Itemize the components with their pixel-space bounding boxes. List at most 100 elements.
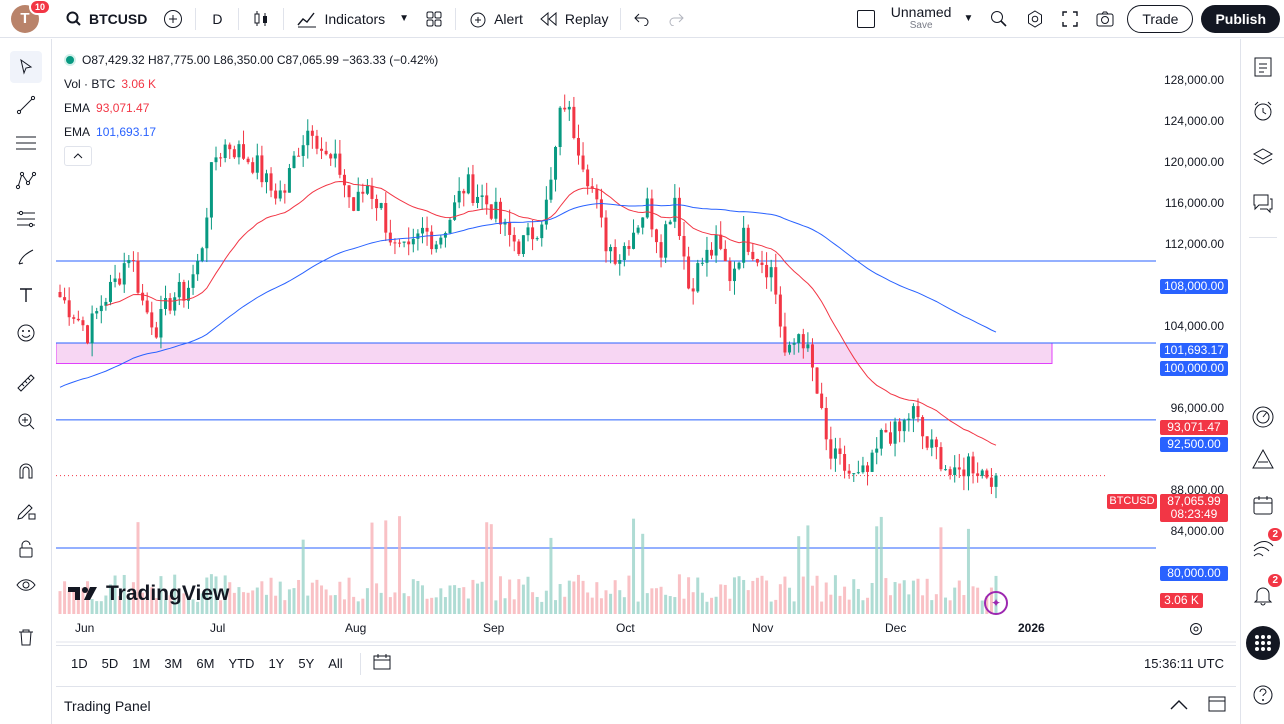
range-button[interactable]: 1Y [268,656,285,671]
candle-body [370,185,374,199]
range-button[interactable]: 1M [132,656,151,671]
chats-button[interactable] [1247,187,1279,219]
volume-row[interactable]: Vol · BTC 3.06 K [64,72,438,96]
volume-bar [755,577,759,614]
fullscreen-button[interactable] [1053,0,1087,38]
candle-body [921,417,925,437]
volume-bar [829,594,833,614]
ema-slow-row[interactable]: EMA 101,693.17 [64,120,438,144]
symbol-search[interactable]: BTCUSD [57,0,155,38]
text-tool[interactable] [10,279,42,311]
range-button[interactable]: 1D [71,656,88,671]
quick-search-button[interactable] [981,0,1017,38]
volume-bar [462,587,466,614]
range-button[interactable]: 5Y [298,656,315,671]
candle-body [384,203,388,233]
redo-button[interactable] [659,0,693,38]
volume-bar [971,586,975,614]
range-button[interactable]: 6M [196,656,215,671]
technicals-button[interactable] [1247,401,1279,433]
horizontal-line-tag[interactable]: 108,000.00 [1160,279,1228,294]
maximize-panel-button[interactable] [1198,696,1236,715]
stay-in-drawing-tool[interactable] [10,495,42,527]
streams-button[interactable]: 2 [1247,527,1283,565]
notifications-button[interactable]: 2 [1247,573,1283,611]
chevron-down-icon[interactable]: ▼ [963,13,974,24]
ideas-stream-button[interactable] [1247,443,1279,475]
volume-bar [315,579,319,614]
volume-bar [526,576,530,614]
layout-menu[interactable]: Unnamed Save ▼ [849,0,982,38]
chevron-down-icon[interactable]: ▼ [399,13,410,24]
cursor-tool[interactable] [10,51,42,83]
zoom-tool[interactable] [10,405,42,437]
candle-body [489,204,493,219]
calendar-button[interactable] [1247,489,1279,521]
candle-body [659,242,663,258]
gear-icon [1028,9,1043,28]
volume-bar [320,585,324,614]
alerts-button[interactable] [1247,95,1279,127]
candle-body [691,288,695,292]
emoji-tool[interactable] [10,317,42,349]
date-range-button[interactable] [371,653,393,674]
products-menu-button[interactable] [1246,626,1280,660]
measure-tool[interactable] [10,367,42,399]
range-button[interactable]: All [328,656,343,671]
horizontal-line-tag[interactable]: 92,500.00 [1160,437,1228,452]
volume-bar [769,601,773,614]
cursor-icon [20,58,33,75]
indicators-button[interactable]: Indicators ▼ [288,0,417,38]
user-avatar[interactable]: T 10 [11,0,51,33]
volume-bar [976,587,980,614]
clock-timezone[interactable]: 15:36:11 UTC [1144,656,1224,671]
remove-drawings-tool[interactable] [10,621,42,653]
hide-drawings-tool[interactable] [10,569,42,601]
horizontal-lines-tool[interactable] [10,127,42,159]
volume-bar [512,599,516,614]
alert-button[interactable]: Alert [460,0,531,38]
undo-button[interactable] [625,0,659,38]
horizontal-line-tag[interactable]: 100,000.00 [1160,361,1228,376]
candle-body [810,344,814,368]
object-tree-button[interactable] [1247,141,1279,173]
axis-settings-button[interactable] [1188,621,1204,640]
fib-tool[interactable] [10,203,42,235]
settings-button[interactable] [1017,0,1053,38]
range-button[interactable]: 5D [101,656,119,671]
interval-button[interactable]: D [212,10,223,27]
bell-icon [1253,587,1273,606]
collapse-legend-button[interactable] [64,146,92,166]
publish-button[interactable]: Publish [1201,4,1280,33]
lock-drawings-tool[interactable] [10,533,42,565]
watchlist-button[interactable] [1247,51,1279,83]
trade-button[interactable]: Trade [1127,4,1194,33]
compare-symbol-button[interactable] [155,0,191,38]
candle-body [232,149,236,158]
brush-tool[interactable] [10,241,42,273]
price-chart[interactable] [56,40,1236,643]
visibility-dot-icon[interactable] [64,54,76,66]
trading-panel-tab[interactable]: Trading Panel [64,697,151,714]
expand-panel-button[interactable] [1160,698,1198,713]
ema-fast-row[interactable]: EMA 93,071.47 [64,96,438,120]
templates-button[interactable] [417,0,451,38]
range-button[interactable]: YTD [228,656,255,671]
range-button[interactable]: 3M [164,656,183,671]
candle-body [333,153,337,159]
magic-sparkle-icon[interactable]: ✦ [984,591,1008,615]
candles-icon [254,10,268,26]
pattern-tool[interactable] [10,165,42,197]
volume-bar [67,590,71,614]
horizontal-line-tag[interactable]: 80,000.00 [1160,566,1228,581]
help-button[interactable] [1247,679,1279,711]
candle-body [255,155,259,173]
volume-bar [104,595,108,614]
price-axis-label: 84,000.00 [1170,524,1224,538]
magnet-tool[interactable] [10,455,42,487]
replay-button[interactable]: Replay [531,0,617,38]
chart-type-button[interactable] [243,0,279,38]
trend-line-tool[interactable] [10,89,42,121]
search-icon [66,11,81,26]
snapshot-button[interactable] [1087,0,1123,38]
